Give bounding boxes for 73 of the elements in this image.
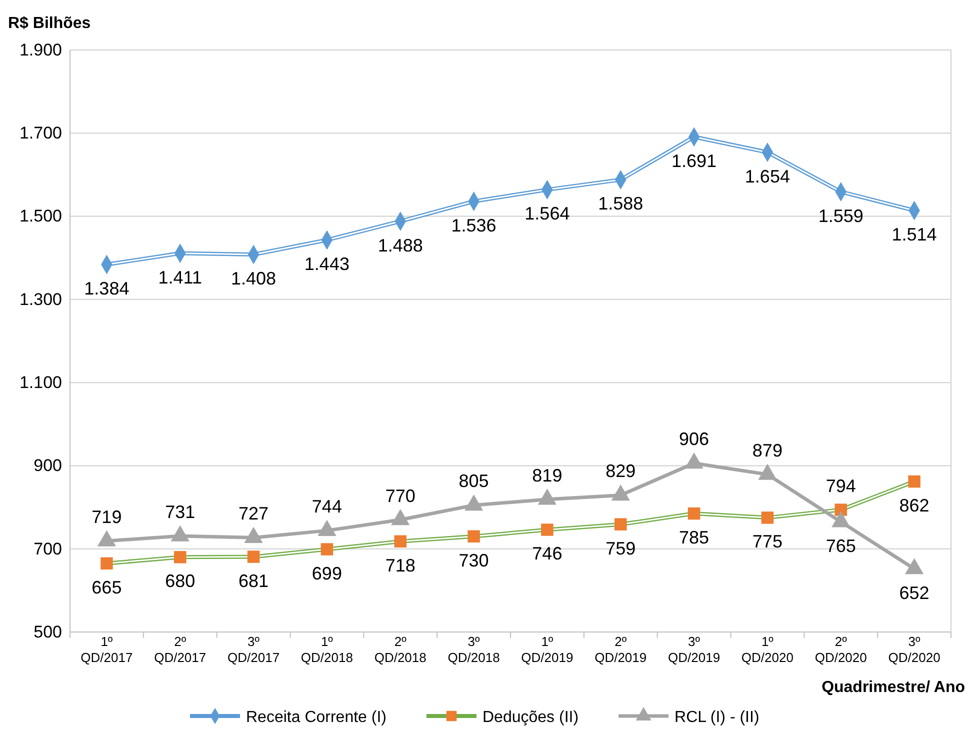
- point: [761, 512, 774, 524]
- data-label: 1.654: [744, 166, 790, 186]
- data-label: 719: [92, 506, 122, 527]
- data-label: 699: [312, 563, 342, 584]
- data-label: 1.411: [158, 267, 202, 288]
- x-tick-label: 3º QD/2020: [888, 634, 940, 665]
- data-label: 1.559: [818, 206, 864, 226]
- data-label: 680: [165, 571, 196, 592]
- data-label: 879: [752, 440, 782, 460]
- data-label: 1.488: [378, 235, 423, 256]
- point: [468, 530, 480, 543]
- x-tick-label: 1º QD/2017: [80, 634, 133, 665]
- y-axis-title: R$ Bilhões: [8, 15, 91, 32]
- legend-label: Deduções (II): [482, 709, 579, 726]
- data-label: 718: [385, 555, 416, 576]
- x-tick-label: 2º QD/2018: [374, 634, 426, 665]
- legend-label: Receita Corrente (I): [246, 709, 386, 726]
- data-label: 785: [679, 528, 710, 548]
- x-tick-label: 2º QD/2017: [154, 634, 206, 665]
- data-label: 829: [606, 461, 636, 482]
- data-label: 862: [899, 496, 930, 516]
- data-label: 759: [606, 538, 636, 558]
- data-label: 1.588: [598, 194, 644, 214]
- x-tick-label: 1º QD/2020: [741, 634, 794, 665]
- data-label: 1.536: [451, 215, 496, 236]
- point: [834, 504, 847, 516]
- y-tick-label: 1.100: [19, 373, 62, 392]
- y-tick-label: 700: [34, 539, 62, 558]
- data-label: 652: [899, 582, 930, 603]
- data-label: 805: [458, 471, 489, 492]
- y-tick-label: 1.700: [19, 124, 62, 143]
- data-label: 746: [532, 544, 562, 564]
- data-label: 1.564: [524, 204, 570, 224]
- point: [688, 507, 700, 520]
- x-axis-title: Quadrimestre/ Ano: [822, 679, 966, 696]
- point: [541, 524, 554, 536]
- point: [320, 543, 334, 556]
- data-label: 765: [826, 536, 856, 556]
- y-tick-label: 1.300: [19, 290, 62, 309]
- y-tick-label: 1.500: [19, 206, 62, 226]
- x-tick-label: 2º QD/2020: [814, 634, 867, 665]
- data-label: 730: [458, 550, 489, 570]
- data-label: 681: [238, 570, 269, 591]
- data-label: 1.384: [84, 278, 130, 299]
- y-tick-label: 500: [34, 622, 62, 642]
- data-label: 1.514: [892, 224, 937, 244]
- data-label: 906: [679, 429, 710, 450]
- data-label: 665: [92, 577, 122, 598]
- data-label: 819: [532, 465, 562, 486]
- x-tick-label: 3º QD/2018: [448, 634, 500, 665]
- data-label: 770: [385, 486, 416, 506]
- x-tick-label: 1º QD/2018: [300, 634, 353, 665]
- point: [247, 550, 260, 563]
- y-tick-label: 1.900: [19, 40, 62, 60]
- x-tick-label: 2º QD/2019: [594, 634, 647, 665]
- x-tick-label: 3º QD/2017: [228, 634, 280, 665]
- point: [908, 475, 920, 488]
- point: [174, 551, 186, 564]
- data-label: 1.443: [304, 254, 350, 274]
- data-label: 744: [312, 496, 342, 517]
- x-tick-label: 3º QD/2019: [668, 634, 720, 665]
- point: [394, 535, 406, 548]
- legend-label: RCL (I) - (II): [674, 709, 760, 726]
- data-label: 727: [238, 504, 269, 524]
- x-tick-label: 1º QD/2019: [521, 634, 574, 665]
- data-label: 794: [826, 476, 856, 496]
- point: [100, 557, 113, 570]
- data-label: 1.691: [672, 150, 717, 171]
- data-label: 1.408: [231, 268, 276, 289]
- data-label: 775: [752, 532, 782, 552]
- data-label: 731: [165, 502, 196, 522]
- y-tick-label: 900: [34, 456, 62, 476]
- point: [614, 518, 627, 530]
